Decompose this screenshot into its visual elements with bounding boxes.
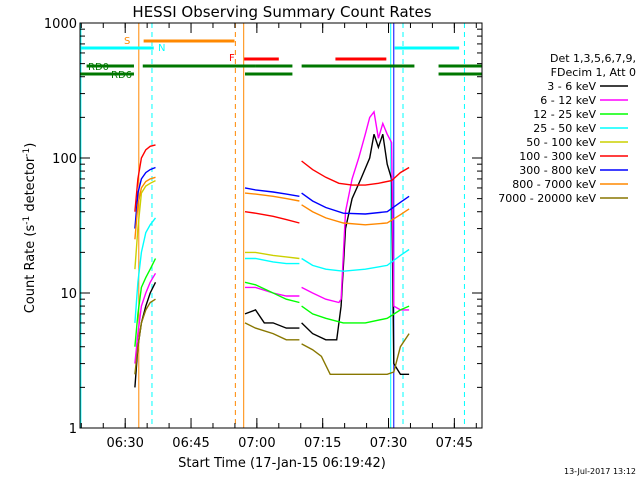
x-ticks: 06:30 06:45 07:00 07:15 07:30 07:45 xyxy=(80,23,477,451)
series-line-2 xyxy=(245,286,300,297)
legend-label: 25 - 50 keV xyxy=(533,122,596,135)
timestamp-footer: 13-Jul-2017 13:12 xyxy=(564,467,636,476)
series-line-6 xyxy=(244,211,300,224)
series-line-9 xyxy=(301,333,410,375)
legend-header-2: FDecim 1, Att 0 xyxy=(551,66,636,79)
chart-title: HESSI Observing Summary Count Rates xyxy=(132,3,431,21)
plot-frame xyxy=(79,22,483,429)
series-line-9 xyxy=(134,298,156,375)
y-ticks: 1 10 100 1000 xyxy=(44,17,482,437)
y-tick-label: 100 xyxy=(52,152,77,167)
y-tick-label: 1000 xyxy=(44,17,77,32)
y-axis-label: Count Rate (s-1 detector-1) xyxy=(22,143,38,314)
axes xyxy=(79,22,483,429)
state-label-rd0: RD0 xyxy=(88,62,109,73)
state-label-n: N xyxy=(158,43,165,54)
x-tick-label: 07:30 xyxy=(370,436,407,451)
series-line-3 xyxy=(244,281,300,304)
legend-label: 300 - 800 keV xyxy=(519,164,596,177)
series-line-8 xyxy=(134,176,156,240)
legend-label: 7000 - 20000 keV xyxy=(498,192,596,205)
series-line-4 xyxy=(245,257,300,265)
series-line-7 xyxy=(244,187,300,197)
legend-label: 800 - 7000 keV xyxy=(512,178,596,191)
series-line-2 xyxy=(134,272,157,364)
state-label-rd6: RD6 xyxy=(111,70,132,81)
x-tick-label: 07:00 xyxy=(238,436,275,451)
y-tick-label: 1 xyxy=(69,422,77,437)
series-line-8 xyxy=(244,192,300,202)
series-line-2 xyxy=(301,110,410,311)
series-line-7 xyxy=(134,166,156,229)
x-axis-label: Start Time (17-Jan-15 06:19:42) xyxy=(178,456,386,471)
legend-label: 3 - 6 keV xyxy=(547,80,596,93)
series-line-6 xyxy=(134,144,156,212)
series-line-5 xyxy=(245,251,300,260)
state-label-f: F xyxy=(229,53,235,64)
x-tick-label: 06:30 xyxy=(106,436,143,451)
vertical-markers xyxy=(80,23,465,428)
series-line-3 xyxy=(301,305,410,324)
legend-label: 6 - 12 keV xyxy=(540,94,596,107)
series-line-5 xyxy=(134,179,156,270)
series-lines xyxy=(134,110,410,388)
series-line-8 xyxy=(301,204,410,226)
series-line-7 xyxy=(301,192,410,215)
y-tick-label: 10 xyxy=(60,287,77,302)
x-tick-label: 07:45 xyxy=(436,436,473,451)
series-line-1 xyxy=(244,309,300,329)
legend-label: 100 - 300 keV xyxy=(519,150,596,163)
legend-header-1: Det 1,3,5,6,7,9, xyxy=(550,52,636,65)
state-label-s: S xyxy=(124,36,130,47)
x-tick-label: 07:15 xyxy=(304,436,341,451)
legend-label: 50 - 100 keV xyxy=(526,136,596,149)
series-line-4 xyxy=(134,217,157,323)
series-line-3 xyxy=(134,258,157,347)
series-line-4 xyxy=(301,248,410,272)
series-line-9 xyxy=(244,322,300,341)
legend-label: 12 - 25 keV xyxy=(533,108,596,121)
x-tick-label: 06:45 xyxy=(172,436,209,451)
series-line-6 xyxy=(301,160,410,186)
legend: Det 1,3,5,6,7,9, FDecim 1, Att 0 3 - 6 k… xyxy=(498,52,636,205)
